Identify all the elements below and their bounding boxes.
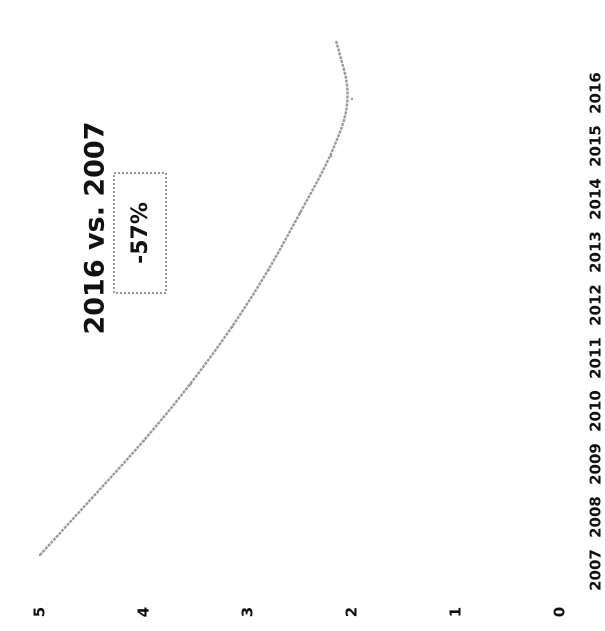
x-tick-label: 2016: [587, 72, 605, 114]
series-layer: [38, 40, 354, 557]
x-tick-label: 2008: [587, 496, 605, 538]
y-tick-label: 3: [239, 607, 257, 617]
series-point: [298, 211, 302, 215]
series-point: [142, 439, 146, 443]
x-tick-label: 2009: [587, 443, 605, 485]
x-axis-categories: 2007 2008 2009 2010 2011 2012 2013 2014 2015 2016: [587, 72, 605, 591]
series-point: [267, 268, 270, 272]
y-tick-label: 5: [31, 607, 49, 617]
series-point: [335, 40, 338, 44]
annotation-value: -57%: [128, 202, 153, 264]
series-point: [90, 496, 94, 500]
series-line: [39, 41, 349, 556]
x-tick-label: 2010: [587, 390, 605, 432]
y-tick-label: 4: [135, 607, 153, 617]
annotation-title: 2016 vs. 2007: [80, 121, 111, 334]
series-point: [189, 382, 192, 386]
x-tick-label: 2015: [587, 125, 605, 167]
annotation-box: [113, 172, 167, 294]
series-point: [231, 325, 234, 329]
x-tick-label: 2012: [587, 284, 605, 326]
y-tick-label: 2: [343, 607, 361, 617]
x-tick-label: 2011: [587, 337, 605, 379]
x-tick-label: 2013: [587, 231, 605, 273]
series-point: [38, 553, 42, 557]
y-axis-ticks: 0 1 2 3 4 5: [31, 607, 569, 617]
series-point: [350, 97, 354, 101]
x-tick-label: 2014: [587, 178, 605, 220]
annotation: 2016 vs. 2007 -57%: [80, 121, 167, 335]
x-tick-label: 2007: [587, 549, 605, 591]
y-tick-label: 0: [551, 607, 569, 617]
series-point: [330, 154, 333, 158]
y-tick-label: 1: [447, 607, 465, 617]
